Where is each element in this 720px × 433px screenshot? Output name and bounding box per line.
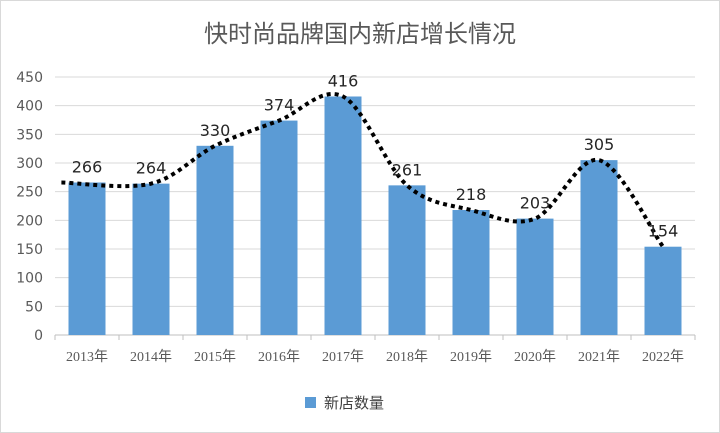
y-tick-label: 400 bbox=[16, 99, 43, 115]
data-label: 416 bbox=[328, 71, 359, 90]
x-tick-label: 2015年 bbox=[194, 349, 236, 365]
bar bbox=[132, 183, 170, 335]
data-label: 330 bbox=[200, 121, 231, 140]
x-tick-label: 2020年 bbox=[514, 349, 556, 365]
data-label: 261 bbox=[392, 160, 423, 179]
y-tick-label: 100 bbox=[16, 271, 43, 287]
bar bbox=[324, 96, 362, 335]
chart-legend: 新店数量 bbox=[305, 392, 384, 413]
bar bbox=[644, 246, 682, 335]
data-label: 218 bbox=[456, 185, 487, 204]
y-tick-label: 350 bbox=[16, 127, 43, 143]
data-label: 264 bbox=[136, 159, 167, 178]
x-tick-label: 2013年 bbox=[66, 349, 108, 365]
y-tick-label: 450 bbox=[16, 70, 43, 86]
x-tick-label: 2022年 bbox=[642, 349, 684, 365]
x-tick-label: 2019年 bbox=[450, 349, 492, 365]
trend-line bbox=[61, 92, 665, 248]
y-tick-label: 0 bbox=[34, 328, 43, 344]
x-tick-label: 2018年 bbox=[386, 349, 428, 365]
data-label: 154 bbox=[648, 222, 679, 241]
bar bbox=[196, 145, 234, 335]
x-tick-label: 2014年 bbox=[130, 349, 172, 365]
bar bbox=[452, 210, 490, 335]
bar bbox=[388, 185, 426, 335]
x-tick-label: 2016年 bbox=[258, 349, 300, 365]
y-tick-label: 200 bbox=[16, 213, 43, 229]
bar bbox=[580, 160, 618, 335]
bar bbox=[260, 120, 298, 335]
y-tick-label: 150 bbox=[16, 242, 43, 258]
legend-label: 新店数量 bbox=[324, 394, 385, 412]
bar bbox=[68, 182, 106, 335]
x-tick-label: 2021年 bbox=[578, 349, 620, 365]
y-tick-label: 250 bbox=[16, 185, 43, 201]
y-tick-label: 300 bbox=[16, 156, 43, 172]
x-tick-label: 2017年 bbox=[322, 349, 364, 365]
data-label: 203 bbox=[520, 194, 551, 213]
chart-title: 快时尚品牌国内新店增长情况 bbox=[204, 20, 516, 48]
bar bbox=[516, 218, 554, 335]
y-tick-label: 50 bbox=[25, 299, 43, 315]
data-label: 266 bbox=[72, 157, 103, 176]
data-label: 305 bbox=[584, 135, 615, 154]
legend-swatch bbox=[305, 397, 316, 408]
data-label: 374 bbox=[264, 96, 295, 115]
